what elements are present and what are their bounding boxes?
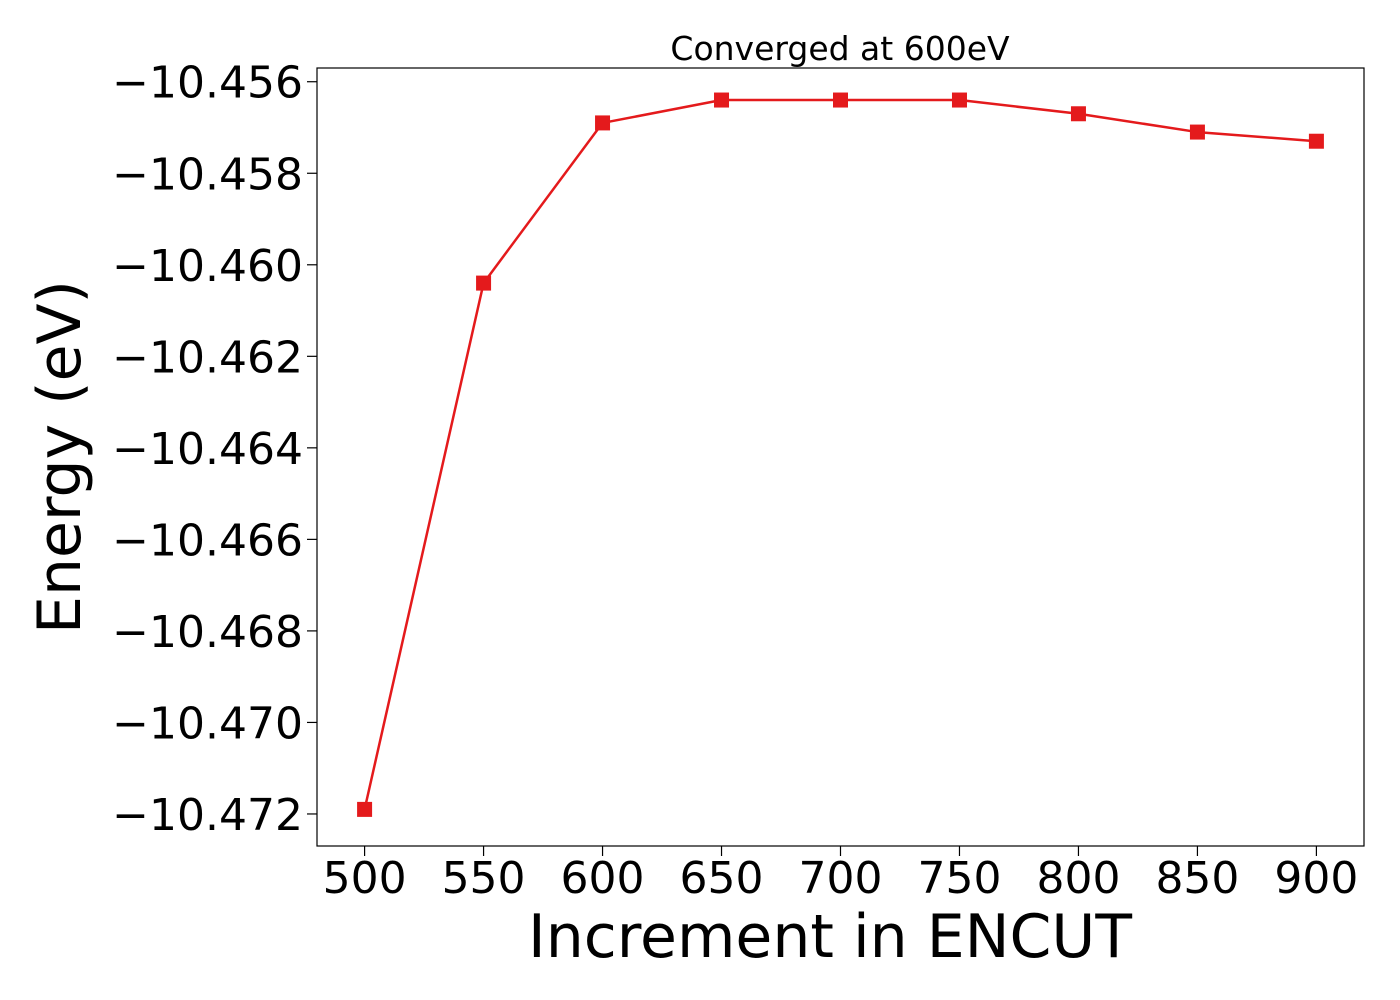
data-point-marker: [1189, 124, 1205, 140]
series-line: [363, 98, 1317, 810]
x-axis-ticks: 500 550 600 650 700 750 800 850 900: [323, 846, 1358, 904]
x-tick-label: 800: [1036, 853, 1120, 904]
x-tick-label: 850: [1155, 853, 1239, 904]
y-tick-label: −10.468: [112, 607, 303, 658]
y-tick-label: −10.464: [112, 424, 303, 475]
data-point-marker: [595, 115, 611, 131]
y-axis-ticks: −10.456 −10.458 −10.460 −10.462 −10.464 −10.4…: [112, 58, 317, 841]
plot-frame: [316, 67, 1365, 847]
y-axis-label: Energy (eV): [25, 280, 95, 634]
data-point-marker: [476, 275, 492, 291]
data-point-marker: [1070, 106, 1086, 122]
y-tick-label: −10.458: [112, 149, 303, 200]
plot-content: [357, 92, 1324, 817]
data-point-marker: [357, 801, 373, 817]
data-point-marker: [951, 92, 967, 108]
x-tick-label: 700: [799, 853, 883, 904]
data-point-marker: [1308, 133, 1324, 149]
y-tick-label: −10.460: [112, 241, 303, 292]
y-tick-label: −10.466: [112, 515, 303, 566]
y-tick-label: −10.472: [112, 790, 303, 841]
x-tick-label: 500: [323, 853, 407, 904]
x-tick-label: 550: [442, 853, 526, 904]
x-tick-label: 750: [917, 853, 1001, 904]
x-tick-label: 650: [680, 853, 764, 904]
data-point-marker: [714, 92, 730, 108]
x-axis-label: Increment in ENCUT: [528, 902, 1132, 972]
x-tick-label: 600: [561, 853, 645, 904]
y-tick-label: −10.456: [112, 58, 303, 109]
x-tick-label: 900: [1274, 853, 1358, 904]
y-tick-label: −10.470: [112, 698, 303, 749]
data-point-marker: [833, 92, 848, 108]
y-tick-label: −10.462: [112, 332, 303, 383]
chart-title: Converged at 600eV: [670, 29, 1010, 68]
